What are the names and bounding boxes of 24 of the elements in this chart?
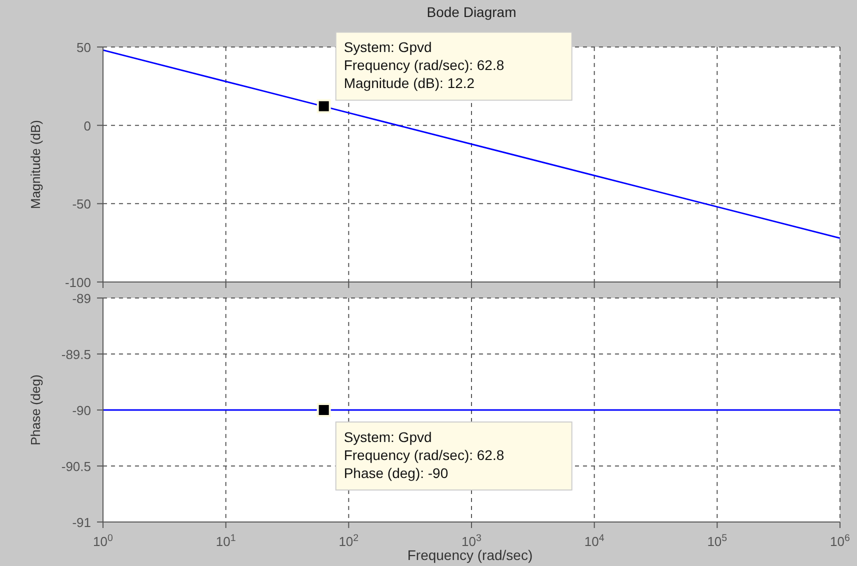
callout-box: System: Gpvd Frequency (rad/sec): 62.8 Phase (deg): -90 [335, 422, 572, 490]
x-tick-label: 10$^{0}$ [93, 532, 114, 549]
x-tick-label: 10$^{1}$ [216, 532, 236, 549]
y-tick-label: -90.5 [61, 459, 91, 474]
x-tick-label: 10$^{4}$ [584, 532, 605, 549]
x-tick-label: 10$^{2}$ [338, 532, 359, 549]
y-axis-title: Phase (deg) [28, 374, 43, 446]
x-tick-label: 10$^{6}$ [830, 532, 850, 549]
y-tick-label: -100 [64, 275, 91, 290]
y-tick-label: -89 [72, 291, 91, 306]
y-tick-label: -89.5 [61, 347, 91, 362]
y-tick-label: 0 [84, 118, 91, 134]
x-tick-label: 10$^{5}$ [707, 532, 728, 549]
annotation: System: Gpvd Frequency (rad/sec): 62.8 Magnitude (dB): 12.2 [344, 39, 504, 92]
y-tick-label: 50 [76, 40, 91, 55]
y-axis-title: Magnitude (dB) [28, 120, 43, 209]
x-tick-label: 10$^{3}$ [462, 532, 482, 549]
y-tick-label: -50 [72, 196, 91, 212]
y-tick-label: -91 [72, 515, 91, 530]
x-axis-title: Frequency (rad/sec) [407, 547, 533, 563]
annotation: System: Gpvd Frequency (rad/sec): 62.8 Phase (deg): -90 [344, 429, 504, 481]
callout-box: System: Gpvd Frequency (rad/sec): 62.8 Magnitude (dB): 12.2 [335, 32, 572, 101]
chart-title: Bode Diagram [426, 4, 518, 20]
y-tick-label: -90 [72, 403, 91, 418]
